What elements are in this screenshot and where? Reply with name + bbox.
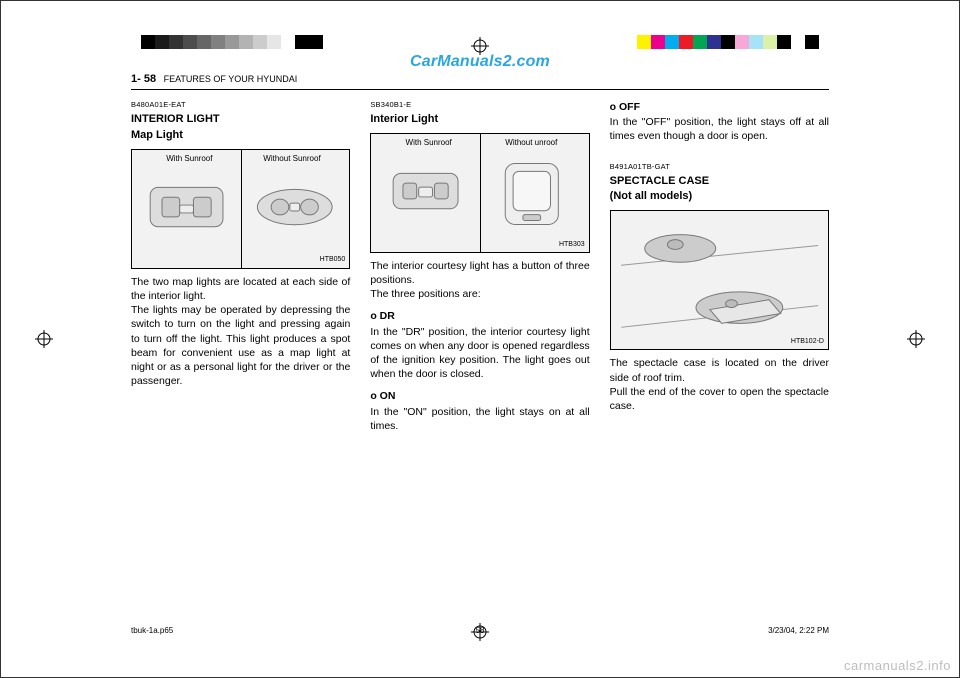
page-content: 1- 58 FEATURES OF YOUR HYUNDAI B480A01E-… — [131, 73, 829, 611]
color-swatch — [665, 35, 679, 49]
footer-filename: tbuk-1a.p65 — [131, 626, 173, 635]
illus-divider — [480, 134, 481, 252]
watermark-bottom: carmanuals2.info — [844, 658, 951, 673]
illus-caption-right: Without Sunroof — [241, 154, 344, 165]
color-swatch — [141, 35, 155, 49]
color-swatch — [651, 35, 665, 49]
color-swatch — [155, 35, 169, 49]
column-2: SB340B1-E Interior Light With Sunroof Wi… — [370, 100, 589, 433]
color-swatch — [239, 35, 253, 49]
body-text: The two map lights are located at each s… — [131, 275, 350, 388]
heading-interior-light-2: Interior Light — [370, 112, 589, 127]
column-3: o OFF In the "OFF" position, the light s… — [610, 100, 829, 433]
color-swatch — [735, 35, 749, 49]
option-off-label: o OFF — [610, 100, 829, 114]
regbar-left — [141, 35, 323, 49]
color-swatch — [197, 35, 211, 49]
page-outer: CarManuals2.com carmanuals2.info 1- 58 F… — [0, 0, 960, 678]
color-swatch — [253, 35, 267, 49]
footer-timestamp: 3/23/04, 2:22 PM — [768, 626, 829, 635]
page-header: 1- 58 FEATURES OF YOUR HYUNDAI — [131, 73, 829, 85]
color-swatch — [637, 35, 651, 49]
color-swatch — [225, 35, 239, 49]
color-swatch — [721, 35, 735, 49]
section-code: B491A01TB-GAT — [610, 162, 829, 172]
figure-number: HTB303 — [559, 240, 585, 249]
color-swatch — [763, 35, 777, 49]
illustration-map-light: With Sunroof Without Sunroof — [131, 149, 350, 269]
regmark-icon — [907, 330, 925, 348]
color-swatch — [169, 35, 183, 49]
section-code: B480A01E-EAT — [131, 100, 350, 110]
option-on-label: o ON — [370, 389, 589, 403]
body-text: The spectacle case is located on the dri… — [610, 356, 829, 413]
color-swatch — [749, 35, 763, 49]
section-code: SB340B1-E — [370, 100, 589, 110]
option-dr-body: In the "DR" position, the interior court… — [370, 325, 589, 382]
regbar-right — [637, 35, 819, 49]
body-text: The interior courtesy light has a button… — [370, 259, 589, 302]
color-swatch — [281, 35, 295, 49]
header-rule — [131, 89, 829, 90]
color-swatch — [805, 35, 819, 49]
option-dr-label: o DR — [370, 309, 589, 323]
color-swatch — [211, 35, 225, 49]
section-title: FEATURES OF YOUR HYUNDAI — [164, 74, 298, 84]
illus-divider — [241, 150, 242, 268]
color-swatch — [309, 35, 323, 49]
color-swatch — [693, 35, 707, 49]
option-on-body: In the "ON" position, the light stays on… — [370, 405, 589, 433]
color-swatch — [791, 35, 805, 49]
heading-spectacle-case: SPECTACLE CASE — [610, 174, 829, 189]
subheading-not-all-models: (Not all models) — [610, 189, 829, 204]
option-off-body: In the "OFF" position, the light stays o… — [610, 115, 829, 143]
illus-caption-left: With Sunroof — [138, 154, 241, 165]
subheading-map-light: Map Light — [131, 128, 350, 143]
illustration-spectacle-case: HTB102-D — [610, 210, 829, 350]
watermark-top: CarManuals2.com — [410, 53, 550, 71]
regmark-icon — [35, 330, 53, 348]
color-swatch — [777, 35, 791, 49]
color-swatch — [267, 35, 281, 49]
color-swatch — [183, 35, 197, 49]
figure-number: HTB102-D — [791, 337, 824, 346]
color-swatch — [295, 35, 309, 49]
column-1: B480A01E-EAT INTERIOR LIGHT Map Light Wi… — [131, 100, 350, 433]
color-swatch — [707, 35, 721, 49]
color-swatch — [679, 35, 693, 49]
page-footer: tbuk-1a.p65 58 3/23/04, 2:22 PM — [131, 626, 829, 635]
illus-caption-right: Without unroof — [480, 138, 583, 149]
footer-page: 58 — [476, 626, 485, 635]
illustration-interior-light: With Sunroof Without unroof — [370, 133, 589, 253]
heading-interior-light: INTERIOR LIGHT — [131, 112, 350, 127]
figure-number: HTB050 — [320, 255, 346, 264]
page-number: 1- 58 — [131, 73, 156, 85]
illus-caption-left: With Sunroof — [377, 138, 480, 149]
